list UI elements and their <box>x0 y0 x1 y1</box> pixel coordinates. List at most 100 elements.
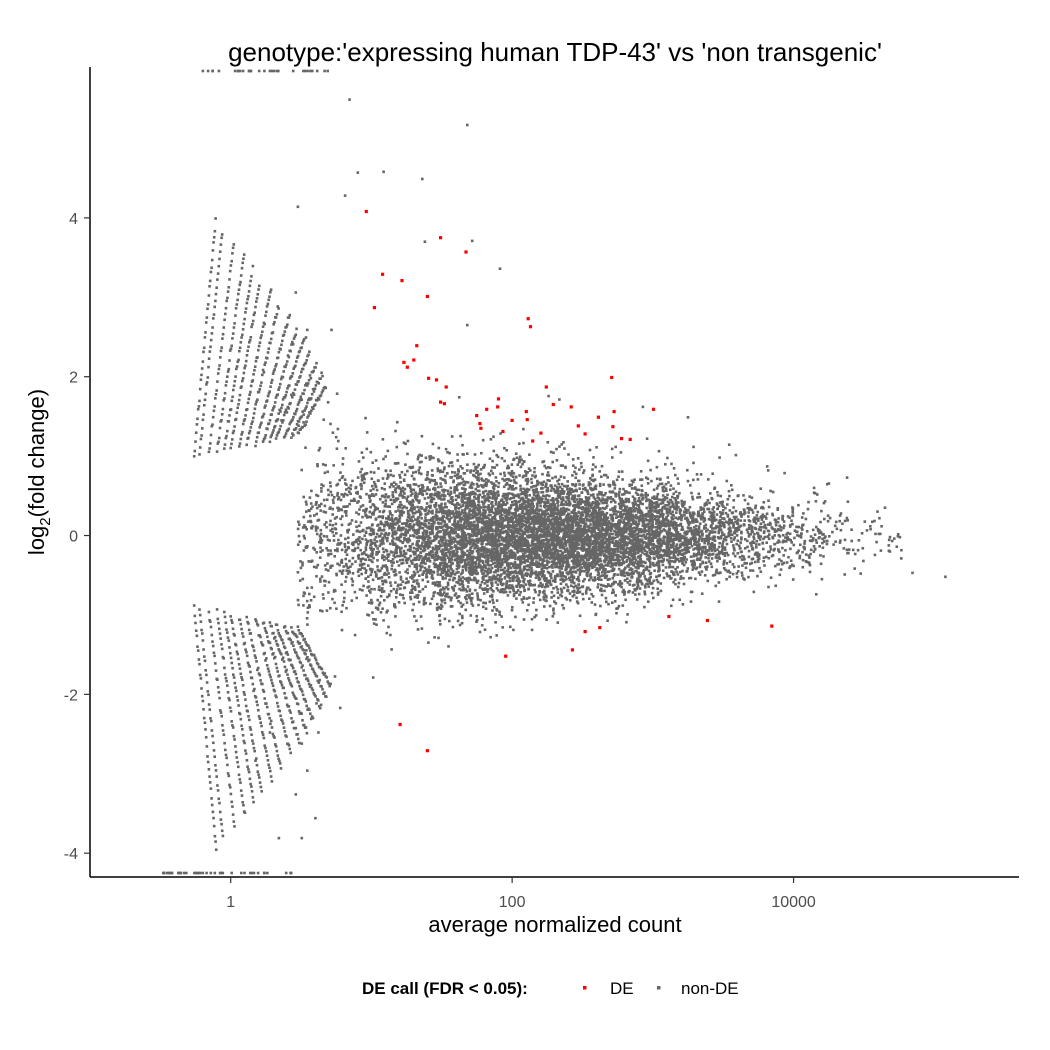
non-de-point <box>223 391 227 395</box>
non-de-point <box>279 410 282 413</box>
non-de-point <box>425 476 429 480</box>
non-de-point <box>246 349 249 353</box>
non-de-point <box>482 479 486 483</box>
non-de-point <box>269 337 273 341</box>
non-de-point <box>244 648 247 651</box>
non-de-point <box>614 445 617 449</box>
non-de-point <box>558 525 561 529</box>
non-de-point <box>212 236 216 239</box>
non-de-point <box>591 578 595 582</box>
non-de-point <box>489 438 493 441</box>
non-de-point <box>247 768 250 771</box>
non-de-point <box>531 517 535 520</box>
non-de-point <box>347 523 351 526</box>
non-de-point <box>534 508 538 512</box>
non-de-point <box>344 550 347 554</box>
non-de-point <box>306 679 310 682</box>
non-de-point <box>273 320 276 324</box>
non-de-point <box>297 657 301 660</box>
non-de-point <box>273 401 277 404</box>
non-de-point <box>499 568 503 572</box>
non-de-point <box>273 635 277 639</box>
non-de-point <box>286 387 289 390</box>
non-de-point <box>677 539 681 543</box>
non-de-point <box>220 236 223 240</box>
non-de-point <box>655 497 659 500</box>
non-de-point <box>213 654 216 658</box>
non-de-point <box>629 567 633 570</box>
non-de-point <box>256 624 260 627</box>
non-de-point <box>295 697 298 700</box>
non-de-point <box>255 297 259 300</box>
non-de-point <box>382 529 385 532</box>
non-de-point <box>649 525 653 528</box>
non-de-point <box>461 571 464 574</box>
non-de-point <box>198 446 202 449</box>
non-de-point <box>200 434 203 437</box>
non-de-point <box>255 700 258 703</box>
non-de-point <box>226 296 229 300</box>
non-de-point <box>618 563 621 567</box>
non-de-point <box>234 314 237 317</box>
non-de-point <box>631 521 635 524</box>
non-de-point <box>529 505 532 508</box>
non-de-point <box>295 677 299 680</box>
non-de-point <box>600 464 604 468</box>
non-de-point <box>286 631 290 635</box>
non-de-point <box>297 603 300 607</box>
non-de-point <box>279 377 283 381</box>
non-de-point <box>843 538 847 542</box>
non-de-point <box>242 371 246 375</box>
non-de-point <box>302 515 306 519</box>
non-de-point <box>702 510 706 514</box>
non-de-point <box>415 565 419 569</box>
non-de-point <box>675 503 678 506</box>
non-de-point <box>221 332 225 336</box>
non-de-point <box>519 557 522 561</box>
non-de-point <box>522 427 525 431</box>
non-de-point <box>518 525 522 529</box>
non-de-point <box>576 568 580 572</box>
non-de-point <box>220 233 224 236</box>
non-de-point <box>305 405 308 408</box>
non-de-point <box>260 790 263 793</box>
non-de-point <box>556 574 560 578</box>
non-de-point <box>329 552 333 556</box>
non-de-point <box>541 553 545 557</box>
non-de-point <box>200 367 204 370</box>
non-de-point <box>469 570 473 574</box>
non-de-point <box>429 455 433 458</box>
non-de-point <box>202 648 205 651</box>
non-de-point <box>241 422 245 426</box>
non-de-point <box>670 516 673 519</box>
non-de-point <box>306 606 310 609</box>
non-de-point <box>650 512 654 516</box>
non-de-point <box>260 421 263 425</box>
non-de-point <box>599 536 603 539</box>
non-de-point <box>256 398 259 401</box>
non-de-point <box>206 755 209 758</box>
non-de-point <box>210 797 213 800</box>
non-de-point <box>751 569 755 572</box>
non-de-point <box>436 490 440 494</box>
non-de-point <box>721 531 724 534</box>
non-de-point <box>446 489 450 493</box>
non-de-point <box>293 670 297 673</box>
non-de-point <box>811 536 815 540</box>
non-de-point <box>387 533 390 537</box>
non-de-point <box>390 648 393 651</box>
non-de-point <box>370 570 374 574</box>
non-de-point <box>303 537 306 540</box>
non-de-point <box>787 555 790 559</box>
non-de-point <box>301 425 304 429</box>
non-de-point <box>279 767 283 770</box>
non-de-point <box>708 501 711 505</box>
non-de-point <box>450 558 453 561</box>
non-de-point <box>291 691 295 694</box>
non-de-point <box>216 789 220 792</box>
non-de-point <box>262 736 266 740</box>
non-de-point <box>297 710 301 713</box>
non-de-point <box>619 451 623 454</box>
non-de-point <box>617 525 621 529</box>
non-de-point <box>637 522 641 525</box>
